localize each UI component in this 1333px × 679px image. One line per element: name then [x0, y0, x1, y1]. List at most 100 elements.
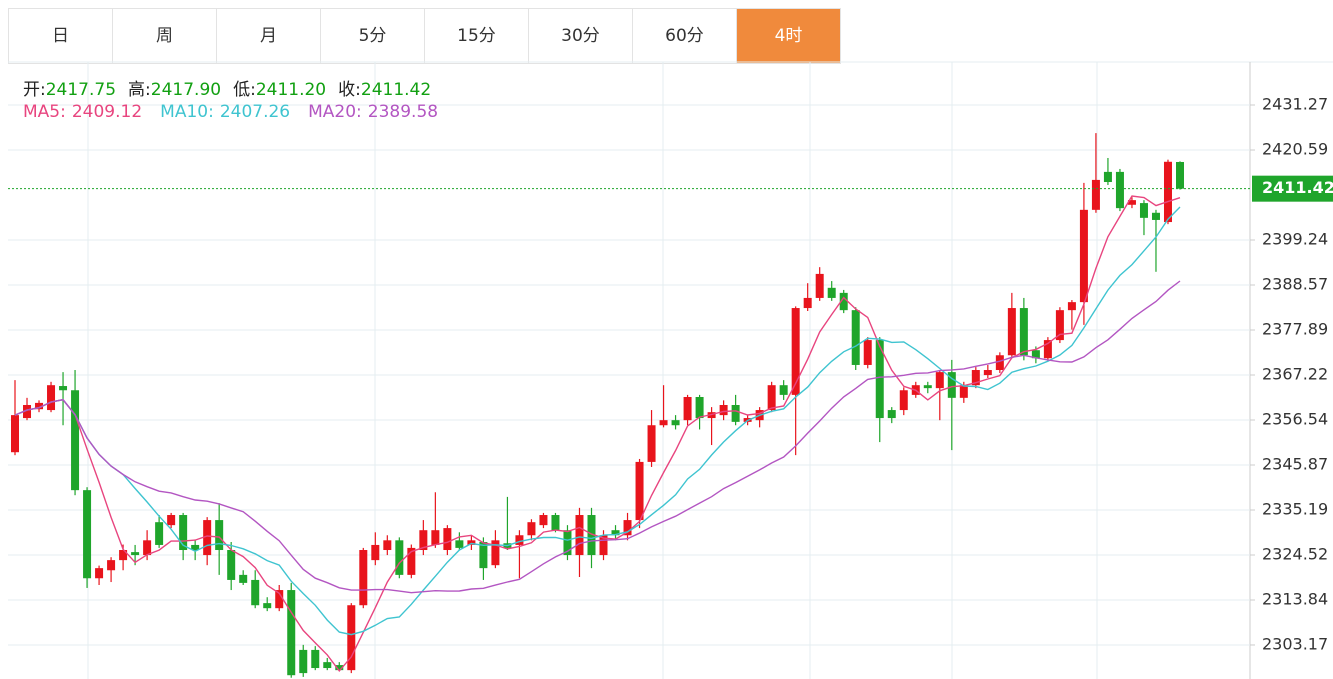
period-tab[interactable]: 30分: [529, 9, 633, 63]
candle-body: [491, 540, 500, 566]
period-tab[interactable]: 5分: [321, 9, 425, 63]
period-tab[interactable]: 4时: [737, 9, 841, 63]
candle-body: [1091, 179, 1100, 210]
candle-body: [203, 520, 212, 556]
ma-value: 2409.12: [71, 102, 143, 122]
candle-body: [647, 425, 656, 462]
y-tick-label: 2388.57: [1262, 274, 1328, 293]
y-tick-label: 2431.27: [1262, 94, 1328, 113]
period-tab[interactable]: 60分: [633, 9, 737, 63]
candle-body: [1067, 302, 1076, 311]
candle-body: [887, 410, 896, 419]
ma-line: [14, 206, 1181, 636]
candle-body: [215, 520, 224, 551]
y-tick-label: 2367.22: [1262, 364, 1328, 383]
ma-line: [14, 280, 1181, 594]
candle-body: [983, 370, 992, 376]
candle-body: [959, 385, 968, 398]
candle-body: [1115, 171, 1124, 209]
candle-body: [527, 522, 536, 536]
candle-body: [263, 603, 272, 609]
candle-body: [695, 396, 704, 419]
candle-body: [1139, 203, 1148, 218]
candle-body: [875, 340, 884, 419]
candle-body: [287, 590, 296, 676]
candle-body: [995, 355, 1004, 371]
candle-body: [431, 530, 440, 545]
candle-body: [479, 542, 488, 569]
candle-body: [671, 420, 680, 426]
candle-body: [659, 420, 668, 426]
candle-body: [383, 540, 392, 551]
candle-body: [1151, 212, 1160, 220]
candle-body: [683, 396, 692, 421]
candle-body: [1079, 209, 1088, 303]
candle-body: [347, 605, 356, 671]
quote-label: 收:: [338, 80, 361, 100]
candle-body: [443, 528, 452, 551]
quote-value: 2411.20: [255, 80, 327, 100]
candle-body: [323, 662, 332, 669]
period-tab[interactable]: 15分: [425, 9, 529, 63]
period-tab[interactable]: 月: [217, 9, 321, 63]
candle-body: [23, 405, 32, 419]
candle-body: [839, 292, 848, 311]
period-tab[interactable]: 日: [9, 9, 113, 63]
candle-body: [35, 402, 44, 410]
last-price-tag: [1252, 175, 1333, 202]
quote-label: 低:: [233, 80, 256, 100]
candle-body: [311, 649, 320, 669]
candle-body: [1031, 350, 1040, 359]
candle-body: [539, 515, 548, 526]
candle-body: [239, 574, 248, 583]
candle-body: [275, 590, 284, 609]
candle-body: [587, 515, 596, 556]
candle-body: [947, 372, 956, 398]
candle-body: [419, 530, 428, 551]
y-tick-label: 2303.17: [1262, 634, 1328, 653]
y-tick-label: 2420.59: [1262, 140, 1328, 159]
candle-body: [131, 552, 140, 556]
candle-body: [143, 540, 152, 556]
y-tick-label: 2335.19: [1262, 500, 1328, 519]
candle-body: [467, 540, 476, 545]
candle-body: [719, 405, 728, 416]
quote-value: 2411.42: [360, 80, 432, 100]
candle-body: [563, 530, 572, 556]
candle-body: [83, 490, 92, 579]
candle-body: [623, 520, 632, 536]
candle-body: [1176, 161, 1184, 189]
quote-label: 高:: [128, 80, 151, 100]
quote-value: 2417.90: [150, 80, 222, 100]
ma-name: MA20:: [308, 102, 362, 122]
candle-body: [407, 547, 416, 575]
candle-body: [359, 550, 368, 606]
candle-body: [1043, 340, 1052, 359]
candle-body: [335, 665, 344, 671]
candle-body: [971, 370, 980, 386]
candle-body: [179, 515, 188, 551]
ma-value: 2407.26: [219, 102, 291, 122]
candle-body: [863, 340, 872, 365]
candle-body: [227, 550, 236, 580]
last-price-label: 2411.42: [1262, 178, 1333, 197]
y-tick-label: 2345.87: [1262, 454, 1328, 473]
y-tick-label: 2399.24: [1262, 230, 1328, 249]
candle-body: [11, 415, 19, 453]
candle-body: [599, 535, 608, 556]
quote-value: 2417.75: [45, 80, 117, 100]
period-tab[interactable]: 周: [113, 9, 217, 63]
candle-body: [551, 515, 560, 531]
candle-body: [59, 386, 68, 391]
candle-body: [1007, 308, 1016, 356]
candle-body: [899, 390, 908, 411]
candle-body: [923, 385, 932, 389]
candle-body: [155, 522, 164, 545]
y-tick-label: 2324.52: [1262, 544, 1328, 563]
candle-body: [95, 568, 104, 579]
candle-body: [827, 287, 836, 298]
candle-body: [1127, 200, 1136, 205]
candle-body: [731, 405, 740, 422]
candle-body: [107, 560, 116, 571]
